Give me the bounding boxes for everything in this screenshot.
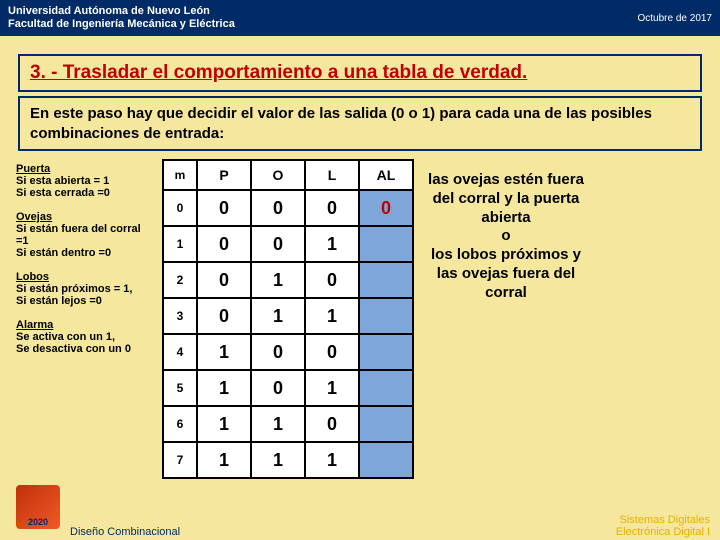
table-cell [359,406,413,442]
table-row: 4100 [163,334,413,370]
table-cell: 0 [251,370,305,406]
definition-block: LobosSi están próximos = 1,Si están lejo… [16,271,152,307]
definition-block: PuertaSi esta abierta = 1Si esta cerrada… [16,163,152,199]
footer-right-1: Sistemas Digitales [616,514,710,526]
table-cell: 1 [305,442,359,478]
table-cell: 0 [197,262,251,298]
table-header: P [197,160,251,190]
table-cell: 3 [163,298,197,334]
table-cell: 1 [305,370,359,406]
table-cell: 5 [163,370,197,406]
definition-title: Lobos [16,271,152,283]
definitions-panel: PuertaSi esta abierta = 1Si esta cerrada… [8,159,156,367]
definition-line: Si están próximos = 1, [16,283,152,295]
definition-line: Si esta cerrada =0 [16,187,152,199]
definition-line: Si están lejos =0 [16,295,152,307]
table-cell: 0 [197,190,251,226]
footer-bar: Diseño Combinacional Sistemas Digitales … [0,510,720,540]
truth-table: mPOLAL000001001201030114100510161107111 [162,159,414,479]
table-cell: 1 [251,262,305,298]
footer-right: Sistemas Digitales Electrónica Digital I [616,514,710,538]
table-cell: 1 [305,226,359,262]
table-cell: 2 [163,262,197,298]
table-cell: 1 [197,406,251,442]
table-cell [359,298,413,334]
definition-line: Se activa con un 1, [16,331,152,343]
university-name: Universidad Autónoma de Nuevo León [8,5,235,18]
table-header: AL [359,160,413,190]
table-cell: 1 [305,298,359,334]
table-cell: 1 [251,442,305,478]
table-row: 2010 [163,262,413,298]
table-cell: 1 [197,370,251,406]
definition-title: Puerta [16,163,152,175]
table-row: 00000 [163,190,413,226]
table-cell: 0 [305,190,359,226]
table-cell: 1 [251,406,305,442]
table-row: 3011 [163,298,413,334]
definition-line: Se desactiva con un 0 [16,343,152,355]
table-header: O [251,160,305,190]
table-cell: 6 [163,406,197,442]
table-cell: 0 [251,334,305,370]
table-cell: 4 [163,334,197,370]
condition-line-2: los lobos próximos y las ovejas fuera de… [424,246,588,302]
condition-line-or: o [424,227,588,246]
table-cell: 1 [197,334,251,370]
definition-title: Alarma [16,319,152,331]
slide-title: 3. - Trasladar el comportamiento a una t… [30,62,690,84]
table-cell: 0 [251,190,305,226]
definition-block: AlarmaSe activa con un 1,Se desactiva co… [16,319,152,355]
table-cell [359,442,413,478]
condition-text: las ovejas estén fuera del corral y la p… [414,159,594,302]
header-bar: Universidad Autónoma de Nuevo León Facul… [0,0,720,36]
table-cell: 0 [163,190,197,226]
table-cell: 0 [305,262,359,298]
table-cell: 1 [163,226,197,262]
content-row: PuertaSi esta abierta = 1Si esta cerrada… [0,159,720,479]
definition-line: Si esta abierta = 1 [16,175,152,187]
table-cell [359,370,413,406]
table-header: m [163,160,197,190]
footer-right-2: Electrónica Digital I [616,526,710,538]
table-cell: 1 [197,442,251,478]
table-cell: 1 [251,298,305,334]
definition-block: OvejasSi están fuera del corral =1Si est… [16,211,152,259]
department-name: Facultad de Ingeniería Mecánica y Eléctr… [8,18,235,31]
definition-line: Si están dentro =0 [16,247,152,259]
condition-line-1: las ovejas estén fuera del corral y la p… [424,171,588,227]
table-row: 5101 [163,370,413,406]
table-row: 7111 [163,442,413,478]
table-cell: 0 [359,190,413,226]
table-cell [359,334,413,370]
table-cell [359,262,413,298]
definition-line: Si están fuera del corral =1 [16,223,152,247]
definition-title: Ovejas [16,211,152,223]
table-cell: 0 [305,334,359,370]
table-cell: 0 [197,226,251,262]
header-date: Octubre de 2017 [638,13,713,24]
table-cell [359,226,413,262]
title-box: 3. - Trasladar el comportamiento a una t… [18,54,702,92]
table-header: L [305,160,359,190]
table-row: 6110 [163,406,413,442]
table-cell: 0 [305,406,359,442]
instruction-box: En este paso hay que decidir el valor de… [18,96,702,151]
table-cell: 0 [251,226,305,262]
table-row: 1001 [163,226,413,262]
table-cell: 7 [163,442,197,478]
slide: Universidad Autónoma de Nuevo León Facul… [0,0,720,540]
header-left: Universidad Autónoma de Nuevo León Facul… [8,5,235,31]
footer-left: Diseño Combinacional [70,526,180,538]
instruction-text: En este paso hay que decidir el valor de… [30,104,690,143]
table-cell: 0 [197,298,251,334]
